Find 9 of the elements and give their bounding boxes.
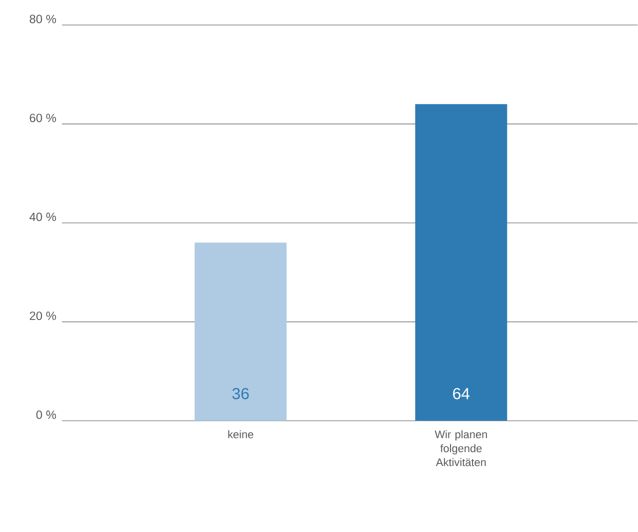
y-tick-label: 0 % bbox=[36, 410, 56, 420]
y-tick-label: 60 % bbox=[30, 114, 56, 122]
x-tick-label: keine bbox=[228, 430, 254, 438]
y-tick-label: 20 % bbox=[30, 312, 56, 320]
y-tick-label: 80 % bbox=[30, 14, 56, 24]
data-label: 64 bbox=[453, 388, 470, 400]
data-label: 36 bbox=[232, 388, 249, 400]
y-tick-label: 40 % bbox=[30, 212, 56, 222]
x-tick-label: Wir planen folgende Aktivitäten bbox=[434, 430, 487, 466]
